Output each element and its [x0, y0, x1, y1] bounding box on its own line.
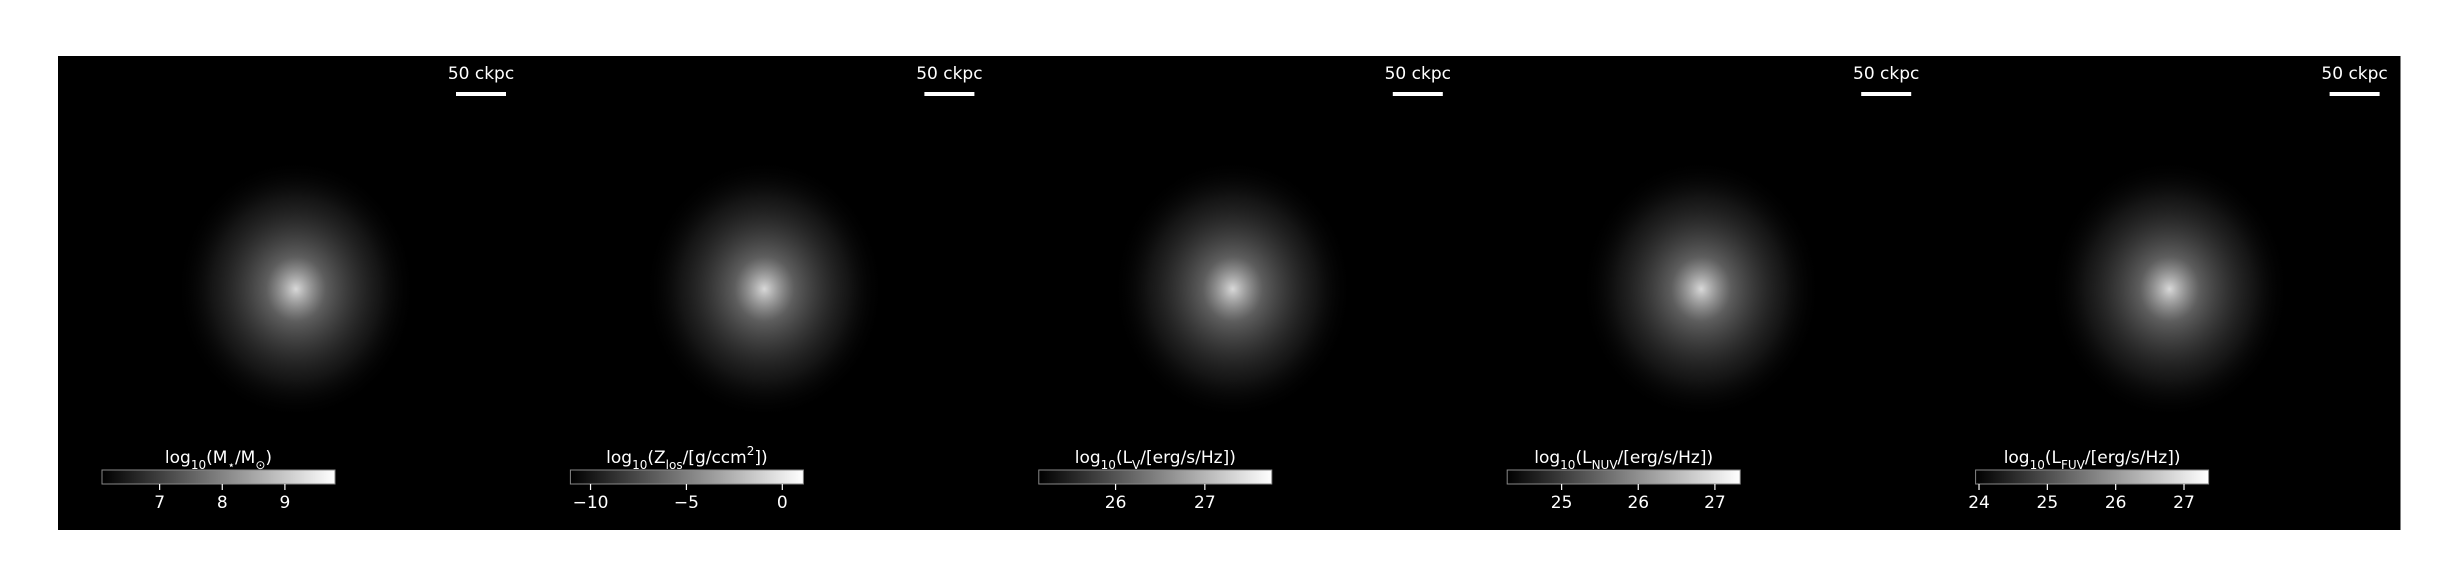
colorbar-tick-label: 9 — [279, 493, 290, 513]
colorbar-tick-label: 24 — [1968, 493, 1990, 513]
label-part: /M — [235, 448, 255, 468]
label-part: log — [1534, 448, 1560, 468]
label-part: 2 — [747, 444, 755, 458]
label-part: 10 — [632, 458, 647, 472]
colorbar-label: log10(LV/[erg/s/Hz]) — [1075, 448, 1236, 472]
colorbar — [101, 469, 336, 485]
label-part: ]) — [754, 448, 767, 468]
label-part: (Z — [647, 448, 665, 468]
label-part: FUV — [2061, 458, 2086, 472]
colorbar — [1975, 469, 2210, 485]
colorbar-tick-label: 26 — [2105, 493, 2127, 513]
colorbar-tick-label: 7 — [154, 493, 165, 513]
galaxy-image — [2049, 159, 2290, 419]
colorbar-tick-label: 8 — [217, 493, 228, 513]
label-part: ⋆ — [227, 458, 235, 472]
label-part: ) — [265, 448, 272, 468]
label-part: 10 — [2030, 458, 2045, 472]
scale-label: 50 ckpc — [1385, 64, 1451, 84]
colorbar-tick-label: 27 — [1194, 493, 1216, 513]
panel: 50 ckpc log10(Zlos/[g/ccm2]) −10 −5 0 — [526, 56, 996, 530]
panel: 50 ckpc log10(LV/[erg/s/Hz]) 26 27 — [994, 56, 1464, 530]
label-part: ⊙ — [255, 458, 265, 472]
colorbar-tick-label: −10 — [573, 493, 609, 513]
colorbar-label: log10(LFUV/[erg/s/Hz]) — [2004, 448, 2181, 472]
label-part: NUV — [1592, 458, 1619, 472]
label-part: log — [2004, 448, 2030, 468]
label-part: /[erg/s/Hz]) — [2085, 448, 2181, 468]
scale-label: 50 ckpc — [2321, 64, 2387, 84]
label-part: 10 — [1101, 458, 1116, 472]
panel: 50 ckpc log10(M⋆/M⊙) 7 8 9 — [58, 56, 527, 530]
scale-label: 50 ckpc — [448, 64, 514, 84]
scale-label: 50 ckpc — [1853, 64, 1919, 84]
galaxy-image — [176, 159, 416, 419]
colorbar-label: log10(Zlos/[g/ccm2]) — [606, 444, 767, 472]
colorbar-label: log10(LNUV/[erg/s/Hz]) — [1534, 448, 1713, 472]
colorbar-tick-label: 26 — [1105, 493, 1127, 513]
label-part: (L — [1116, 448, 1133, 468]
colorbar-tick-label: 27 — [2173, 493, 2195, 513]
label-part: log — [1075, 448, 1101, 468]
label-part: log — [606, 448, 632, 468]
colorbar-tick-label: 26 — [1627, 493, 1649, 513]
label-part: V — [1132, 458, 1141, 472]
panel: 50 ckpc log10(LNUV/[erg/s/Hz]) 25 26 27 — [1463, 56, 1933, 530]
label-part: 10 — [1560, 458, 1575, 472]
colorbar-tick-label: 0 — [777, 493, 788, 513]
label-part: 10 — [191, 458, 206, 472]
colorbar-tick-label: −5 — [674, 493, 699, 513]
colorbar-tick-label: 27 — [1704, 493, 1726, 513]
label-part: (L — [2045, 448, 2062, 468]
colorbar-tick-label: 25 — [2037, 493, 2059, 513]
colorbar-tick-label: 25 — [1551, 493, 1573, 513]
galaxy-image — [644, 159, 885, 419]
galaxy-image — [1581, 159, 1822, 419]
label-part: /[erg/s/Hz]) — [1618, 448, 1714, 468]
label-part: los — [666, 458, 683, 472]
label-part: /[erg/s/Hz]) — [1140, 448, 1236, 468]
label-part: /[g/ccm — [683, 448, 747, 468]
scale-label: 50 ckpc — [916, 64, 982, 84]
colorbar — [1506, 469, 1741, 485]
label-part: (M — [206, 448, 227, 468]
label-part: log — [165, 448, 191, 468]
galaxy-image — [1112, 159, 1353, 419]
panel: 50 ckpc log10(LFUV/[erg/s/Hz]) 24 25 26 27 — [1931, 56, 2401, 530]
label-part: (L — [1575, 448, 1592, 468]
colorbar — [569, 469, 804, 485]
colorbar — [1038, 469, 1273, 485]
colorbar-label: log10(M⋆/M⊙) — [165, 448, 272, 472]
